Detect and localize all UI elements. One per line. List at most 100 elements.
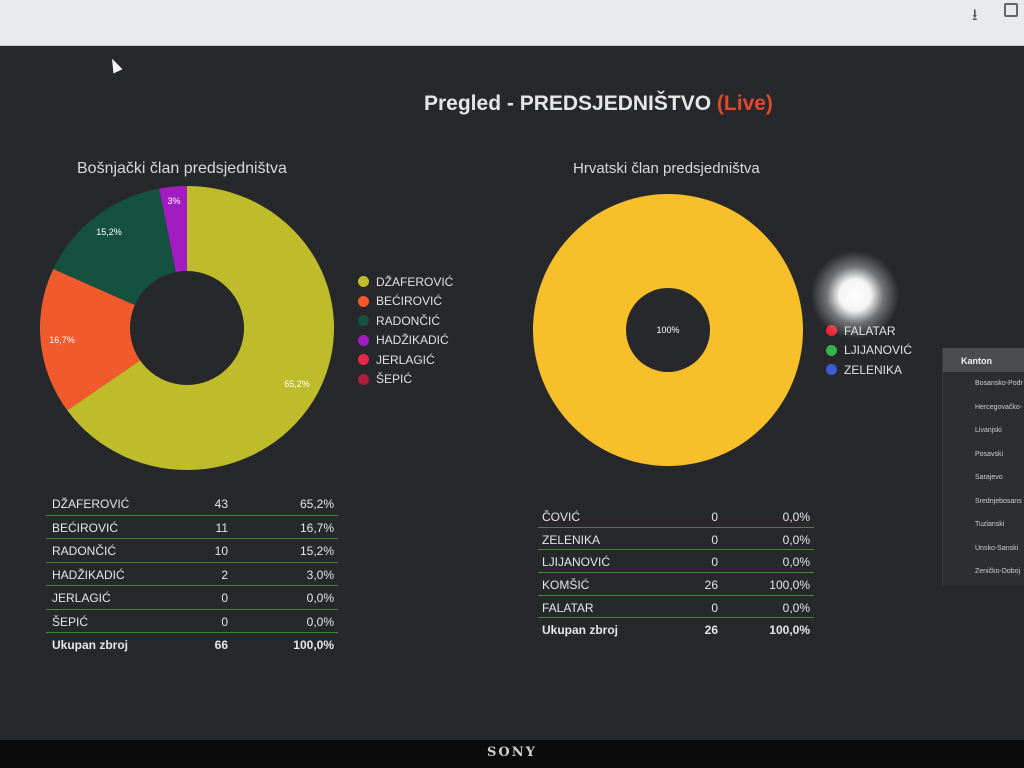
vote-count: 0 [221,591,228,605]
vote-count: 10 [214,544,228,558]
download-icon[interactable]: ⭳ [972,7,978,24]
legend-item[interactable]: ZELENIKA [826,360,912,380]
legend-dot-icon [358,334,369,346]
legend-item[interactable]: LJIJANOVIĆ [826,341,912,361]
legend-label: ŠEPIĆ [376,372,413,387]
kanton-item[interactable]: Srednjebosans [975,497,1022,505]
vote-percent: 0,0% [782,555,810,570]
left-chart-legend: DŽAFEROVIĆ BEĆIROVIĆ RADONČIĆ HADŽIKADIĆ JER… [358,272,453,389]
vote-percent: 3,0% [306,567,334,582]
vote-percent: 0,0% [782,532,810,547]
right-donut-chart: 100% [533,194,803,466]
vote-percent: 0,0% [306,614,334,629]
candidate-name: FALATAR [542,600,594,615]
legend-item[interactable]: DŽAFEROVIĆ [358,272,453,292]
vote-count: 26 [704,578,718,593]
left-chart-title: Bošnjački član predsjedništva [77,160,287,177]
slice-label: 15,2% [96,227,122,237]
vote-percent: 65,2% [299,497,334,511]
vote-count: 0 [221,614,228,629]
vote-percent: 0,0% [306,591,334,605]
kanton-item[interactable]: Zeničko-Doboj [975,568,1021,575]
kanton-item[interactable]: Sarajevo [975,474,1003,481]
kanton-item[interactable]: Unsko-Sanski [975,544,1019,552]
legend-item[interactable]: HADŽIKADIĆ [358,331,453,351]
page-title: Pregled - PREDSJEDNIŠTVO (Live) [424,92,773,116]
table-row: ZELENIKA 0 0,0% [538,528,814,551]
legend-item[interactable]: BEĆIROVIĆ [358,292,453,312]
vote-percent: 100,0% [293,638,334,652]
vote-percent: 15,2% [299,544,334,558]
table-total-row: Ukupan zbroj 66 100,0% [46,633,338,657]
slice-label: 65,2% [284,379,310,389]
legend-item[interactable]: JERLAGIĆ [358,350,453,370]
screen-glare [800,250,910,340]
legend-dot-icon [358,276,369,288]
legend-label: ZELENIKA [844,362,903,377]
candidate-name: BEĆIROVIĆ [52,520,119,535]
candidate-name: Ukupan zbroj [52,638,129,652]
kanton-item[interactable]: Tuzlanski [975,521,1005,528]
legend-item[interactable]: ŠEPIĆ [358,370,453,390]
vote-count: 0 [711,555,718,570]
candidate-name: ZELENIKA [542,532,601,547]
table-row: KOMŠIĆ 26 100,0% [538,573,814,596]
candidate-name: RADONČIĆ [52,544,117,558]
candidate-name: LJIJANOVIĆ [542,555,611,570]
legend-dot-icon [826,364,837,376]
legend-label: DŽAFEROVIĆ [376,274,454,289]
table-row: BEĆIROVIĆ 11 16,7% [46,516,338,539]
left-donut-chart: 65,2% 16,7% 15,2% 3% [40,186,334,470]
legend-label: JERLAGIĆ [376,352,435,367]
vote-count: 0 [711,600,718,615]
vote-count: 0 [711,532,718,547]
legend-label: HADŽIKADIĆ [376,333,449,348]
kanton-item[interactable]: Livanjski [975,427,1002,434]
table-row: DŽAFEROVIĆ 43 65,2% [46,492,338,516]
kanton-filter-panel: Kanton Bosansko-Podr Hercegovačko- Livanjs… [942,348,1024,586]
vote-count: 0 [711,510,718,524]
slice-label: 16,7% [49,335,75,345]
table-row: JERLAGIĆ 0 0,0% [46,586,338,610]
vote-count: 2 [221,567,228,582]
monitor-bezel: SONY [0,740,1024,768]
brand-logo: SONY [487,745,537,760]
vote-percent: 0,0% [782,510,810,524]
candidate-name: KOMŠIĆ [542,578,590,593]
vote-count: 43 [214,497,228,511]
vote-count: 11 [215,520,228,535]
kanton-item[interactable]: Hercegovačko- [975,403,1023,411]
table-row: FALATAR 0 0,0% [538,596,814,619]
candidate-name: ČOVIĆ [542,510,581,524]
legend-dot-icon [358,354,369,366]
candidate-name: HADŽIKADIĆ [52,567,125,582]
right-results-table: ČOVIĆ 0 0,0% ZELENIKA 0 0,0% LJIJANOVIĆ 0 0,0% KO… [538,505,814,641]
legend-dot-icon [358,315,369,327]
candidate-name: DŽAFEROVIĆ [52,497,130,511]
donut-hole [626,288,710,372]
page-title-text: Pregled - PREDSJEDNIŠTVO [424,92,712,115]
donut-slice-bećirović[interactable] [40,269,187,411]
legend-label: LJIJANOVIĆ [844,343,913,358]
legend-item[interactable]: RADONČIĆ [358,311,453,331]
left-results-table: DŽAFEROVIĆ 43 65,2% BEĆIROVIĆ 11 16,7% RADONČI… [46,492,338,657]
legend-label: BEĆIROVIĆ [376,294,443,309]
vote-count: 26 [704,623,718,638]
kanton-item[interactable]: Bosansko-Podr [975,380,1023,387]
vote-count: 66 [214,638,228,652]
browser-toolbar: ⭳ [0,0,1024,46]
live-badge: (Live) [716,92,773,115]
kanton-item[interactable]: Posavski [975,450,1004,458]
vote-percent: 100,0% [769,623,810,638]
legend-dot-icon [826,344,837,356]
donut-hole [130,271,244,385]
vote-percent: 100,0% [769,578,810,593]
table-total-row: Ukupan zbroj 26 100,0% [538,618,814,641]
table-row: ČOVIĆ 0 0,0% [538,505,814,528]
legend-label: RADONČIĆ [376,313,441,328]
legend-dot-icon [358,295,369,307]
fullscreen-icon[interactable] [1004,3,1018,17]
kanton-header: Kanton [943,348,1024,372]
legend-dot-icon [358,373,369,385]
table-row: LJIJANOVIĆ 0 0,0% [538,550,814,574]
